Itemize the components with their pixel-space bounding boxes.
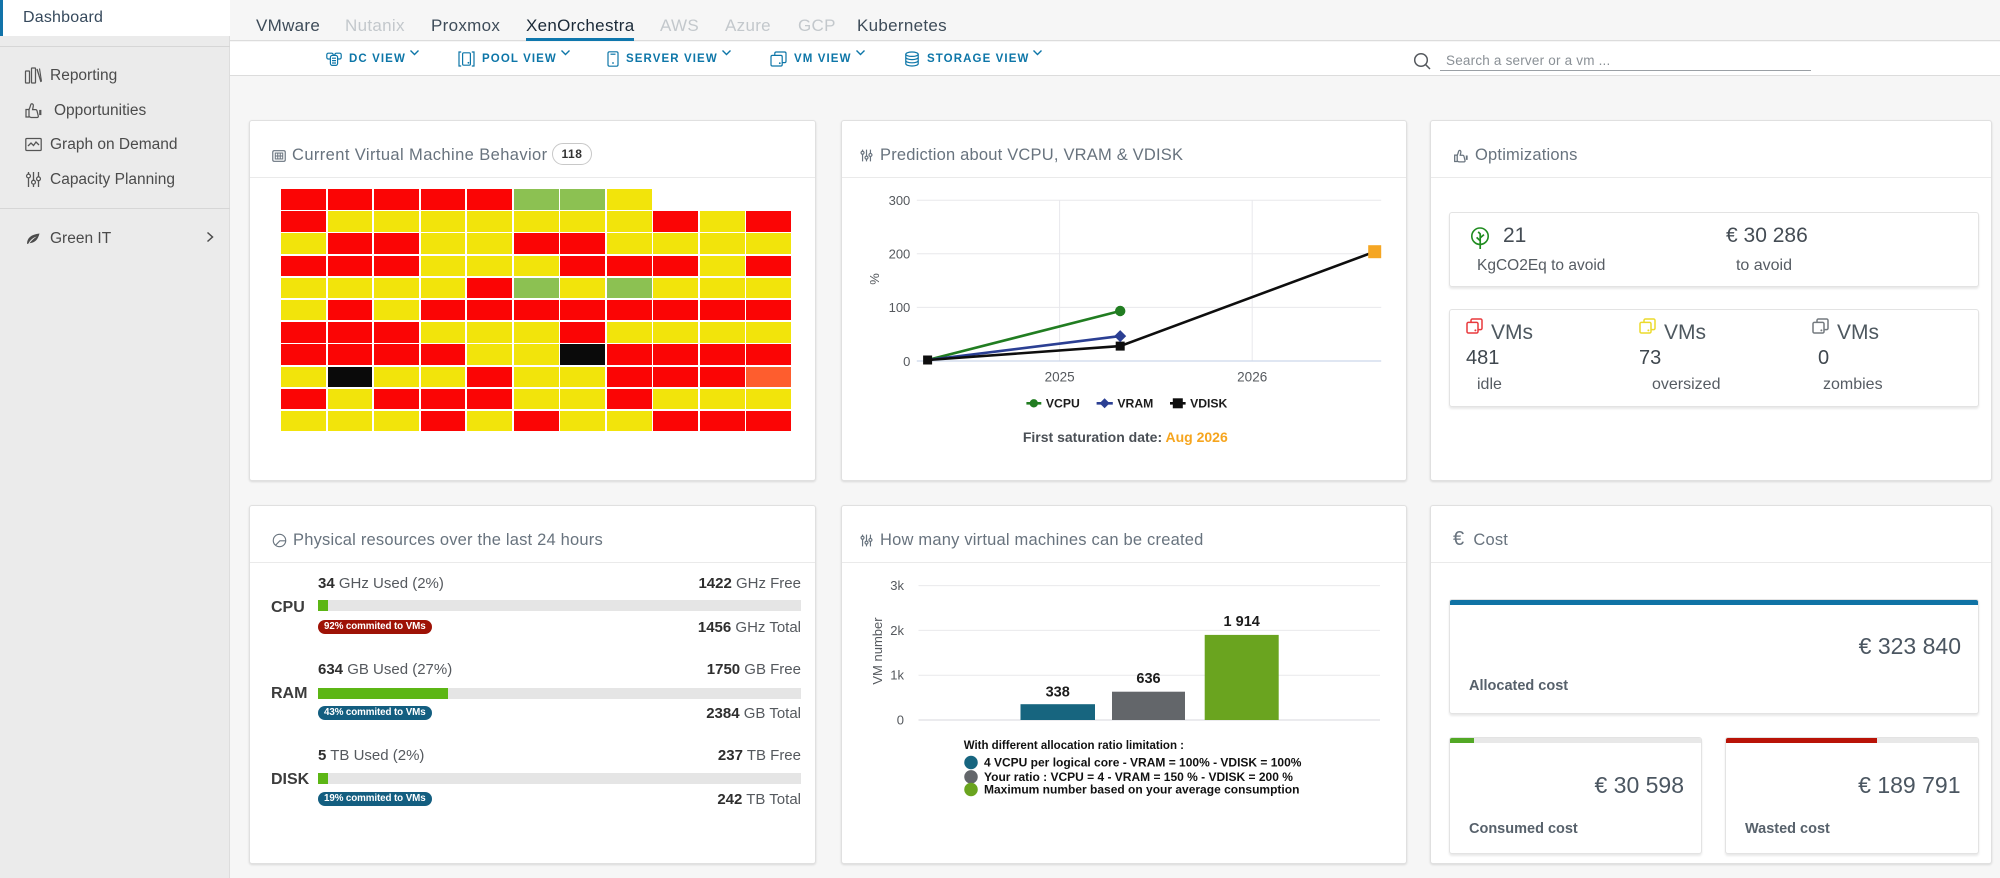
svg-text:Maximum number based on your a: Maximum number based on your average con… [984,783,1299,797]
svg-text:338: 338 [1046,685,1070,701]
svg-text:636: 636 [1136,671,1160,687]
svg-text:VDISK: VDISK [1190,397,1227,411]
svg-text:2026: 2026 [1237,370,1267,385]
svg-text:Your ratio : VCPU = 4 - VRAM =: Your ratio : VCPU = 4 - VRAM = 150 % - V… [984,770,1293,784]
svg-text:%: % [867,273,882,285]
svg-text:With different allocation rati: With different allocation ratio limitati… [964,740,1184,752]
svg-text:First saturation date: Aug 202: First saturation date: Aug 2026 [1023,429,1228,445]
svg-text:3k: 3k [890,578,904,593]
svg-text:VM number: VM number [870,617,885,685]
svg-text:100: 100 [889,300,911,315]
svg-text:4 VCPU per logical core - VRAM: 4 VCPU per logical core - VRAM = 100% - … [984,756,1302,770]
svg-text:2025: 2025 [1045,370,1075,385]
svg-text:200: 200 [889,247,911,262]
svg-text:0: 0 [897,712,904,727]
svg-text:VRAM: VRAM [1117,397,1153,411]
svg-text:2k: 2k [890,623,904,638]
svg-text:300: 300 [889,193,911,208]
svg-text:VCPU: VCPU [1046,397,1080,411]
svg-text:1 914: 1 914 [1224,614,1260,630]
svg-text:1k: 1k [890,668,904,683]
svg-text:0: 0 [903,354,910,369]
